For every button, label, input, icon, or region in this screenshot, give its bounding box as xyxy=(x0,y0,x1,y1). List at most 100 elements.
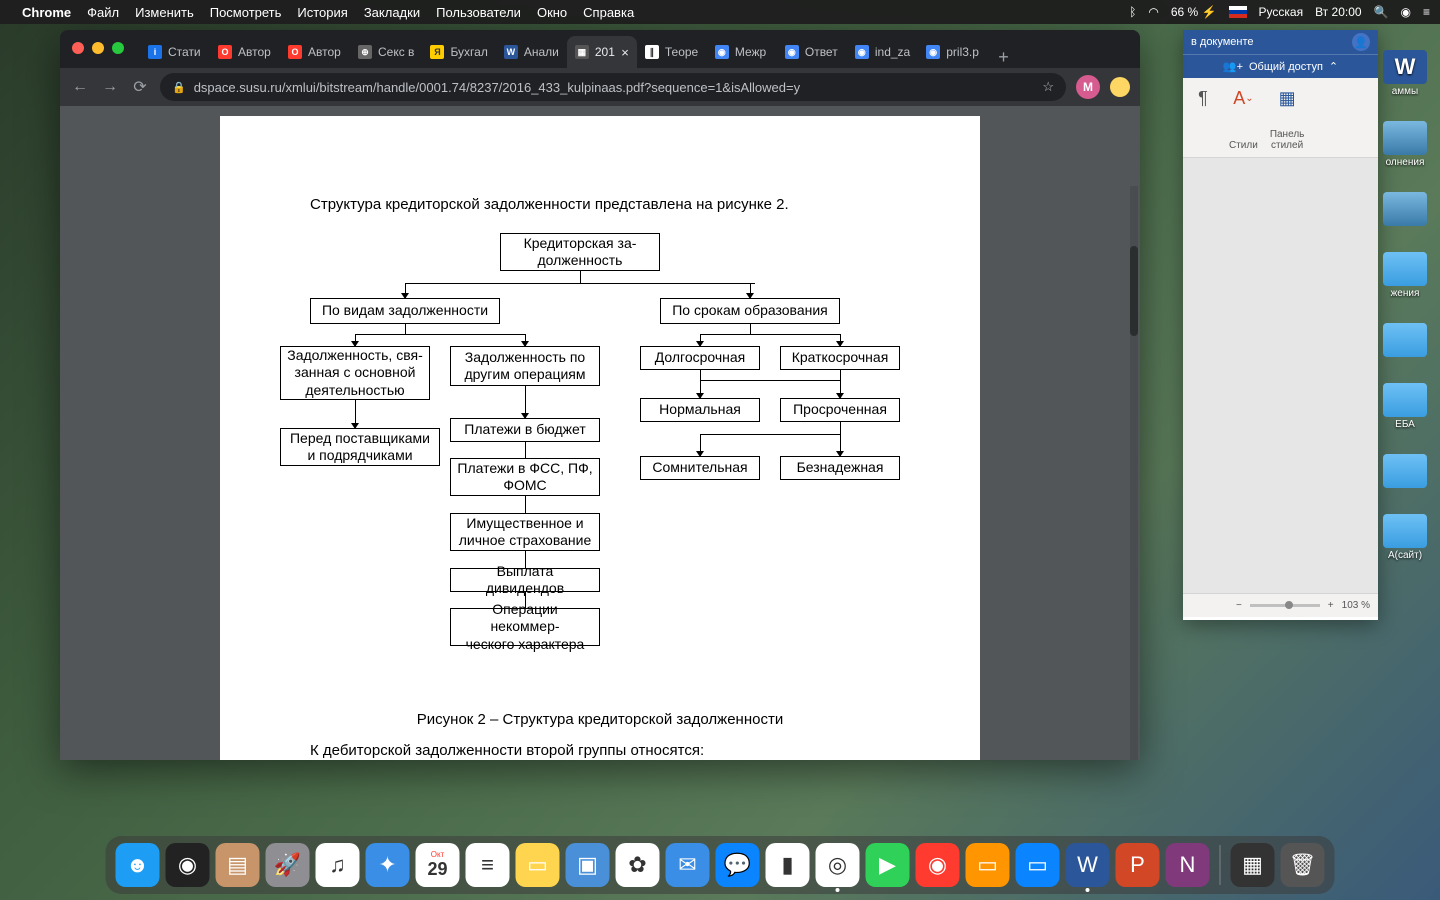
reload-button[interactable]: ⟳ xyxy=(130,77,150,97)
dock-chrome-icon[interactable]: ◎ xyxy=(816,843,860,887)
dock-facetime-icon[interactable]: ▶ xyxy=(866,843,910,887)
dock-reminders-icon[interactable]: ≡ xyxy=(466,843,510,887)
profile-avatar[interactable]: M xyxy=(1076,75,1100,99)
desktop-icon[interactable]: олнения xyxy=(1378,121,1432,168)
scroll-thumb[interactable] xyxy=(1130,246,1138,336)
dock-safari-icon[interactable]: ✦ xyxy=(366,843,410,887)
browser-tab[interactable]: ◉ind_za xyxy=(847,36,918,68)
arrow-icon xyxy=(351,341,359,347)
dock-launchpad-icon[interactable]: 🚀 xyxy=(266,843,310,887)
dock-preview-icon[interactable]: ▣ xyxy=(566,843,610,887)
menu-window[interactable]: Окно xyxy=(537,5,567,20)
dock-calendar-icon[interactable]: Окт29 xyxy=(416,843,460,887)
dock-messages-icon[interactable]: 💬 xyxy=(716,843,760,887)
desktop-icon[interactable]: А(сайт) xyxy=(1378,514,1432,561)
dock-ibooks-icon[interactable]: ▭ xyxy=(966,843,1010,887)
menubar-clock[interactable]: Вт 20:00 xyxy=(1315,5,1361,19)
bluetooth-icon[interactable]: ᛒ xyxy=(1129,5,1136,19)
input-source-flag-icon[interactable] xyxy=(1229,6,1247,18)
dock-photos-icon[interactable]: ✿ xyxy=(616,843,660,887)
arrow-icon xyxy=(521,413,529,419)
browser-tab[interactable]: ◉Межр xyxy=(707,36,777,68)
desktop-icon[interactable] xyxy=(1378,323,1432,359)
extension-badge-icon[interactable] xyxy=(1110,77,1130,97)
dock-word-icon[interactable]: W xyxy=(1066,843,1110,887)
browser-tab[interactable]: ◉Ответ xyxy=(777,36,847,68)
browser-tab[interactable]: OАвтор xyxy=(210,36,280,68)
zoom-out-icon[interactable]: − xyxy=(1236,600,1242,611)
word-user-icon[interactable]: 👤 xyxy=(1352,33,1370,51)
menu-people[interactable]: Пользователи xyxy=(436,5,521,20)
input-source-label[interactable]: Русская xyxy=(1259,5,1304,19)
dock-powerpoint-icon[interactable]: P xyxy=(1116,843,1160,887)
desktop-icon-label: жения xyxy=(1391,288,1420,299)
menu-help[interactable]: Справка xyxy=(583,5,634,20)
dock-siri-icon[interactable]: ◉ xyxy=(166,843,210,887)
dock-mail-icon[interactable]: ✉ xyxy=(666,843,710,887)
tab-close-icon[interactable]: × xyxy=(621,45,629,60)
dock-calendar2-icon[interactable]: ▦ xyxy=(1231,843,1275,887)
desktop-icon[interactable]: Wаммы xyxy=(1378,50,1432,97)
flowchart-edge xyxy=(750,324,751,334)
browser-tab[interactable]: iСтати xyxy=(140,36,210,68)
dock-photobooth-icon[interactable]: ◉ xyxy=(916,843,960,887)
browser-tab[interactable]: ⊕Секс в xyxy=(350,36,422,68)
word-document-area[interactable] xyxy=(1183,158,1378,593)
browser-tab[interactable]: ◉pril3.p xyxy=(918,36,988,68)
flowchart-node: Долгосрочная xyxy=(640,346,760,370)
notification-center-icon[interactable]: ≡ xyxy=(1423,5,1430,19)
browser-tab[interactable]: ▦201× xyxy=(567,36,637,68)
bookmark-star-icon[interactable]: ☆ xyxy=(1042,79,1054,95)
back-button[interactable]: ← xyxy=(70,78,90,96)
dock-keynote-icon[interactable]: ▭ xyxy=(1016,843,1060,887)
flowchart-node: По видам задолженности xyxy=(310,298,500,324)
flowchart-edge xyxy=(700,370,701,380)
browser-tab[interactable]: ∥Теоре xyxy=(637,36,707,68)
pdf-scrollbar[interactable] xyxy=(1130,186,1138,760)
ribbon-paragraph-marks[interactable]: ¶ xyxy=(1189,84,1217,151)
dock-trash-icon[interactable]: 🗑 xyxy=(1281,843,1325,887)
dock-numbers-icon[interactable]: ▮ xyxy=(766,843,810,887)
ribbon-styles-group[interactable]: A⌄ Стили xyxy=(1229,84,1258,151)
menu-edit[interactable]: Изменить xyxy=(135,5,194,20)
chrome-window: iСтатиOАвторOАвтор⊕Секс вЯБухгалWАнали▦2… xyxy=(60,30,1140,760)
desktop-icon[interactable] xyxy=(1378,192,1432,228)
minimize-window-button[interactable] xyxy=(92,42,104,54)
menu-history[interactable]: История xyxy=(297,5,347,20)
close-window-button[interactable] xyxy=(72,42,84,54)
dock-contacts-icon[interactable]: ▤ xyxy=(216,843,260,887)
desktop-icon[interactable]: жения xyxy=(1378,252,1432,299)
maximize-window-button[interactable] xyxy=(112,42,124,54)
dock-separator xyxy=(1220,845,1221,885)
siri-menubar-icon[interactable]: ◉ xyxy=(1401,5,1411,19)
menubar-app-name[interactable]: Chrome xyxy=(22,5,71,20)
dock-notes-icon[interactable]: ▭ xyxy=(516,843,560,887)
desktop-icon[interactable]: ЕБА xyxy=(1378,383,1432,430)
dock-onenote-icon[interactable]: N xyxy=(1166,843,1210,887)
wifi-icon[interactable]: ◠ xyxy=(1148,5,1158,19)
browser-tab[interactable]: ЯБухгал xyxy=(422,36,495,68)
word-share-button[interactable]: 👥+ Общий доступ ⌃ xyxy=(1183,54,1378,78)
forward-button[interactable]: → xyxy=(100,78,120,96)
zoom-in-icon[interactable]: + xyxy=(1328,600,1334,611)
pdf-figure-caption: Рисунок 2 – Структура кредиторской задол… xyxy=(280,711,920,728)
ribbon-styles-panel[interactable]: ▦ Панель стилей xyxy=(1270,84,1305,151)
spotlight-icon[interactable]: 🔍 xyxy=(1374,5,1389,19)
arrow-icon xyxy=(696,393,704,399)
zoom-slider[interactable] xyxy=(1250,604,1320,607)
menu-view[interactable]: Посмотреть xyxy=(210,5,282,20)
browser-tab[interactable]: WАнали xyxy=(496,36,567,68)
menu-bookmarks[interactable]: Закладки xyxy=(364,5,420,20)
tab-favicon-icon: W xyxy=(504,45,518,59)
menu-file[interactable]: Файл xyxy=(87,5,119,20)
browser-tab[interactable]: OАвтор xyxy=(280,36,350,68)
dock-finder-icon[interactable]: ☻ xyxy=(116,843,160,887)
new-tab-button[interactable]: + xyxy=(988,47,1019,68)
battery-status[interactable]: 66 % ⚡ xyxy=(1171,5,1217,19)
desktop-icon[interactable] xyxy=(1378,454,1432,490)
pdf-viewer[interactable]: Структура кредиторской задолженности пре… xyxy=(60,106,1140,760)
flowchart-node: Операции некоммер- ческого характера xyxy=(450,608,600,646)
dock-itunes-icon[interactable]: ♫ xyxy=(316,843,360,887)
address-bar[interactable]: 🔒 dspace.susu.ru/xmlui/bitstream/handle/… xyxy=(160,73,1066,101)
zoom-level[interactable]: 103 % xyxy=(1342,600,1370,611)
